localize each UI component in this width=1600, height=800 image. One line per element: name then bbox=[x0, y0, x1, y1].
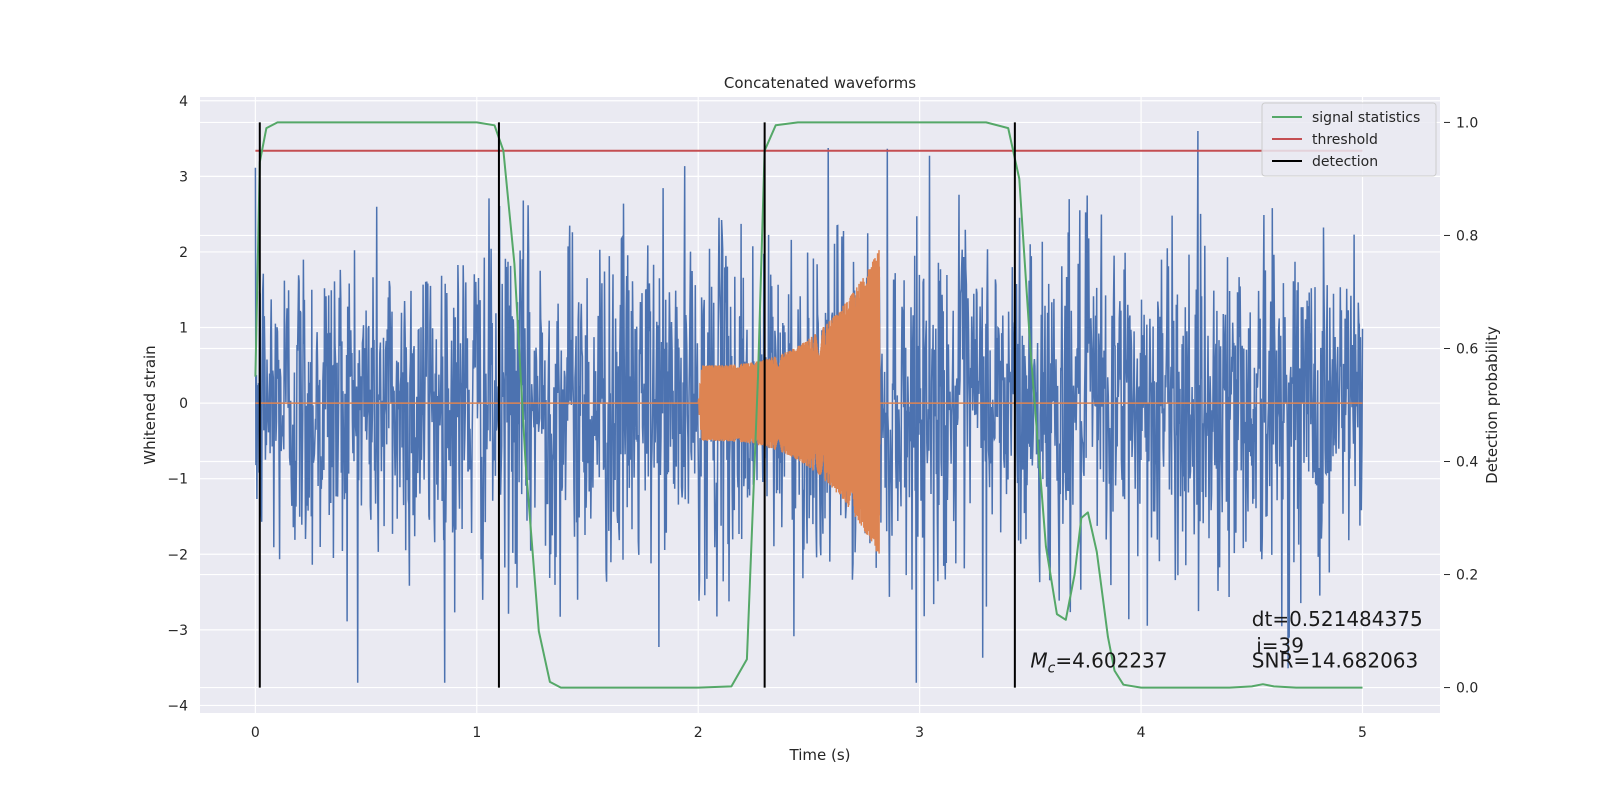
left-axis-ticks: −4 −3 −2 −1 0 1 2 3 4 bbox=[167, 94, 188, 715]
x-tick-label: 4 bbox=[1137, 725, 1146, 741]
detection-series bbox=[258, 122, 1016, 688]
y-axis-label: Whitened strain bbox=[141, 345, 159, 464]
x-axis-ticks: 0 1 2 3 4 5 bbox=[251, 725, 1367, 741]
waveform-series bbox=[255, 250, 1363, 554]
y-tick-label: 2 bbox=[179, 245, 188, 261]
y-axis-label-right: Detection probability bbox=[1483, 326, 1501, 484]
annotation-text: i=39 bbox=[1256, 634, 1304, 658]
y-right-tick-label: 0.0 bbox=[1456, 681, 1478, 697]
y-tick-label: 1 bbox=[179, 321, 188, 337]
annotation-text: dt=0.521484375 bbox=[1252, 607, 1423, 631]
x-tick-label: 1 bbox=[472, 725, 481, 741]
waveform-line bbox=[255, 250, 1363, 554]
legend-label: signal statistics bbox=[1312, 110, 1420, 126]
x-tick-label: 2 bbox=[694, 725, 703, 741]
x-axis-label: Time (s) bbox=[789, 746, 851, 764]
legend-label: detection bbox=[1312, 154, 1378, 170]
legend: signal statistics threshold detection bbox=[1261, 102, 1437, 177]
x-tick-label: 5 bbox=[1358, 725, 1367, 741]
y-tick-label: −1 bbox=[167, 472, 188, 488]
legend-label: threshold bbox=[1312, 132, 1378, 148]
y-tick-label: −3 bbox=[167, 623, 188, 639]
y-right-tick-label: 0.4 bbox=[1456, 455, 1478, 471]
y-tick-label: 3 bbox=[179, 169, 188, 185]
y-tick-label: 4 bbox=[179, 94, 188, 110]
y-right-tick-label: 0.8 bbox=[1456, 228, 1478, 244]
legend-box bbox=[1261, 102, 1437, 177]
x-tick-label: 0 bbox=[251, 725, 260, 741]
signal-statistics-series bbox=[254, 121, 1363, 689]
right-axis-ticks: 0.0 0.2 0.4 0.6 0.8 1.0 bbox=[1444, 115, 1478, 697]
y-tick-label: 0 bbox=[179, 396, 188, 412]
x-tick-label: 3 bbox=[915, 725, 924, 741]
y-right-tick-label: 1.0 bbox=[1456, 115, 1478, 131]
signal-statistics-line bbox=[254, 121, 1363, 689]
chart-title: Concatenated waveforms bbox=[724, 74, 916, 92]
annotations: dt=0.521484375 i=39 Mc=4.602237 SNR=14.6820… bbox=[1030, 607, 1422, 677]
y-right-tick-label: 0.2 bbox=[1456, 568, 1478, 584]
annotation-text: SNR=14.682063 bbox=[1252, 649, 1418, 673]
y-tick-label: −4 bbox=[167, 698, 188, 714]
y-right-tick-label: 0.6 bbox=[1456, 341, 1478, 357]
y-tick-label: −2 bbox=[167, 547, 188, 563]
annotation-text: Mc=4.602237 bbox=[1030, 649, 1167, 677]
